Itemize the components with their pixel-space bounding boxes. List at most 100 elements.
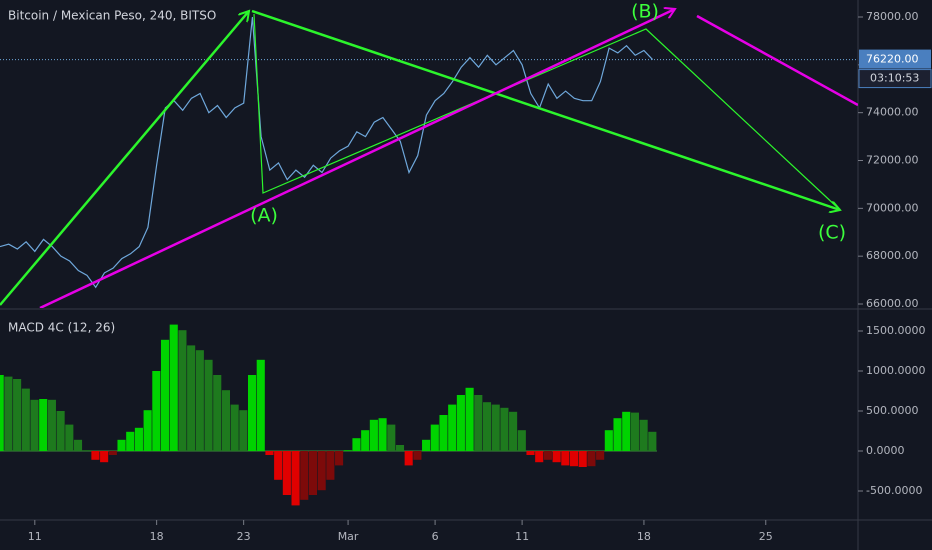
y-tick-label: -500.0000: [866, 484, 922, 497]
histogram-bar: [378, 418, 387, 451]
histogram-bar: [587, 451, 596, 467]
histogram-bar: [630, 412, 639, 451]
x-tick-label: Mar: [338, 530, 359, 543]
histogram-bar: [187, 345, 196, 451]
x-tick-label: 6: [432, 530, 439, 543]
wave-label: (B): [631, 1, 659, 23]
histogram-bar: [456, 395, 465, 451]
histogram-bar: [561, 451, 570, 466]
histogram-bar: [509, 411, 518, 451]
countdown-box: [858, 69, 932, 89]
y-tick-label: 68000.00: [866, 249, 919, 262]
histogram-bar: [256, 359, 265, 451]
trend-line: [39, 9, 675, 308]
histogram-bar: [543, 451, 552, 460]
y-tick-label: 1500.0000: [866, 324, 926, 337]
histogram-bar: [395, 445, 405, 451]
histogram-bar: [482, 402, 492, 451]
histogram-bar: [213, 375, 222, 451]
histogram-bar: [491, 404, 500, 451]
wave-label: (A): [250, 205, 278, 227]
histogram-bar: [430, 424, 439, 451]
histogram-bar: [282, 451, 291, 495]
histogram-bar: [221, 390, 230, 451]
histogram-bar: [134, 427, 143, 451]
histogram-bar: [30, 399, 39, 451]
histogram-bar: [91, 451, 100, 460]
histogram-bar: [160, 339, 170, 451]
histogram-bar: [369, 419, 378, 451]
histogram-bar: [300, 451, 309, 500]
histogram-bar: [73, 439, 83, 451]
histogram-bar: [500, 407, 509, 451]
histogram-bar: [274, 451, 283, 480]
x-tick-label: 18: [637, 530, 651, 543]
y-tick-label: 78000.00: [866, 10, 919, 23]
histogram-bar: [195, 350, 204, 451]
histogram-bar: [596, 451, 605, 460]
histogram-bar: [569, 451, 579, 467]
chart-title: Bitcoin / Mexican Peso, 240, BITSO: [8, 9, 216, 23]
histogram-bar: [552, 451, 561, 463]
histogram-bar: [335, 451, 344, 466]
x-tick-label: 23: [237, 530, 251, 543]
histogram-bar: [178, 330, 187, 451]
histogram-bar: [622, 411, 631, 451]
histogram-bar: [604, 430, 613, 451]
y-tick-label: 66000.00: [866, 297, 919, 310]
drawings: [0, 9, 858, 308]
y-tick-label: 72000.00: [866, 154, 919, 167]
histogram-bar: [126, 431, 135, 451]
y-tick-label: 1000.0000: [866, 364, 926, 377]
histogram-bar: [613, 418, 622, 451]
histogram-bar: [413, 451, 422, 460]
histogram-bar: [152, 371, 161, 451]
indicator-title: MACD 4C (12, 26): [8, 321, 115, 335]
x-tick-label: 25: [759, 530, 773, 543]
histogram-bar: [448, 404, 457, 451]
x-tick-label: 18: [150, 530, 164, 543]
histogram-bar: [21, 388, 30, 451]
y-tick-label: 0.0000: [866, 444, 905, 457]
histogram-bar: [326, 451, 335, 480]
histogram-bar: [239, 410, 248, 451]
histogram-bar: [13, 379, 22, 451]
histogram-bar: [0, 375, 4, 451]
histogram-bar: [56, 411, 65, 451]
histogram-bar: [578, 451, 587, 467]
trend-line: [696, 14, 858, 107]
histogram-bar: [361, 430, 370, 451]
wave-line: [0, 11, 249, 306]
plot-marks: [0, 16, 858, 506]
histogram-bar: [387, 424, 396, 451]
histogram-bar: [404, 451, 413, 466]
x-tick-label: 11: [515, 530, 529, 543]
histogram-bar: [82, 450, 91, 451]
histogram-bar: [230, 404, 239, 451]
histogram-bar: [517, 430, 526, 451]
histogram-bar: [4, 376, 13, 451]
histogram-bar: [143, 410, 152, 451]
histogram-bar: [526, 451, 535, 455]
histogram-bar: [265, 451, 274, 455]
y-tick-label: 70000.00: [866, 201, 919, 214]
last-price-box: [859, 49, 931, 69]
histogram-bar: [422, 439, 431, 451]
histogram-bar: [308, 451, 318, 495]
histogram-bar: [465, 387, 474, 451]
histogram-bar: [169, 324, 178, 451]
histogram-bar: [108, 451, 117, 455]
wave-label: (C): [818, 222, 846, 244]
histogram-bar: [648, 431, 657, 451]
histogram-bar: [117, 439, 126, 451]
histogram-bar: [248, 375, 257, 451]
wave-line: [251, 9, 840, 210]
last-price-label: 76220.00: [866, 53, 919, 66]
histogram-bar: [204, 359, 213, 451]
histogram-bar: [39, 399, 48, 451]
histogram-bar: [65, 424, 74, 451]
histogram-bar: [352, 438, 361, 451]
